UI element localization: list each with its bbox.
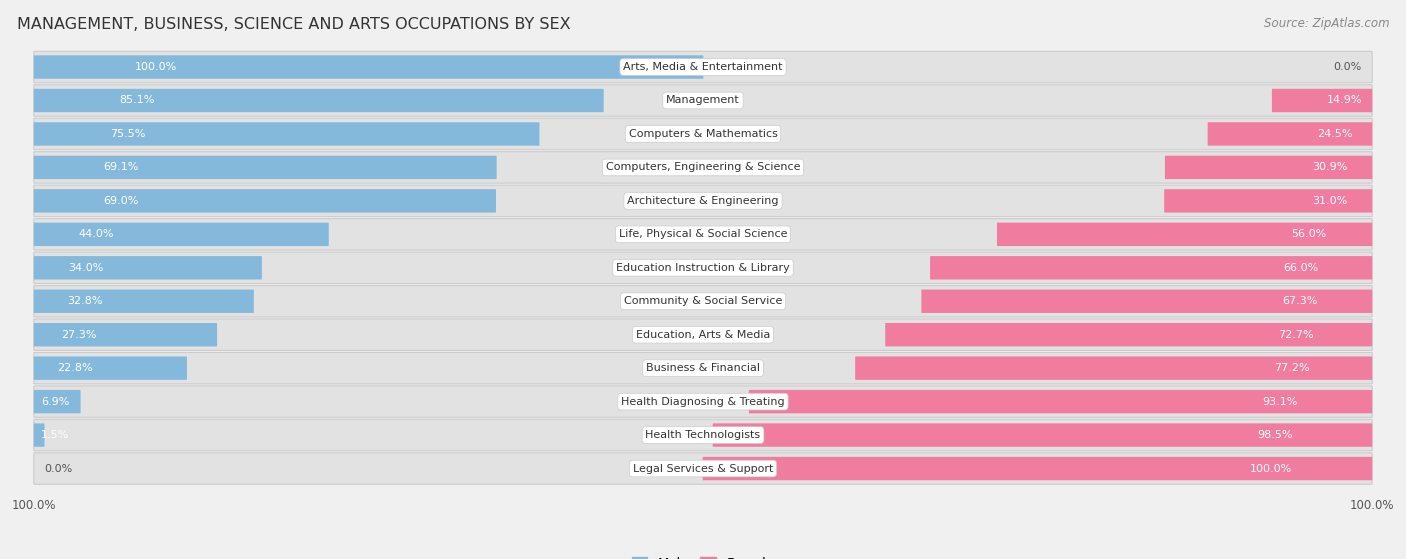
Text: Education, Arts & Media: Education, Arts & Media — [636, 330, 770, 340]
Text: 100.0%: 100.0% — [11, 499, 56, 511]
FancyBboxPatch shape — [34, 89, 603, 112]
Text: 56.0%: 56.0% — [1292, 229, 1327, 239]
FancyBboxPatch shape — [34, 290, 254, 313]
Text: Computers & Mathematics: Computers & Mathematics — [628, 129, 778, 139]
FancyBboxPatch shape — [34, 453, 1372, 484]
Text: 34.0%: 34.0% — [69, 263, 104, 273]
FancyBboxPatch shape — [34, 51, 1372, 83]
Text: 85.1%: 85.1% — [120, 96, 155, 106]
Text: 27.3%: 27.3% — [62, 330, 97, 340]
Text: 75.5%: 75.5% — [110, 129, 145, 139]
Text: Business & Financial: Business & Financial — [645, 363, 761, 373]
Text: 44.0%: 44.0% — [79, 229, 114, 239]
Text: 30.9%: 30.9% — [1312, 163, 1347, 172]
Text: Life, Physical & Social Science: Life, Physical & Social Science — [619, 229, 787, 239]
Text: MANAGEMENT, BUSINESS, SCIENCE AND ARTS OCCUPATIONS BY SEX: MANAGEMENT, BUSINESS, SCIENCE AND ARTS O… — [17, 17, 571, 32]
Text: 1.5%: 1.5% — [41, 430, 69, 440]
Text: 32.8%: 32.8% — [67, 296, 103, 306]
Text: 100.0%: 100.0% — [1250, 463, 1292, 473]
Text: 0.0%: 0.0% — [1333, 62, 1362, 72]
Text: Management: Management — [666, 96, 740, 106]
FancyBboxPatch shape — [34, 390, 80, 413]
Text: 100.0%: 100.0% — [1350, 499, 1395, 511]
FancyBboxPatch shape — [713, 423, 1372, 447]
Text: 6.9%: 6.9% — [41, 397, 69, 406]
FancyBboxPatch shape — [34, 357, 187, 380]
FancyBboxPatch shape — [34, 286, 1372, 317]
Text: 77.2%: 77.2% — [1274, 363, 1310, 373]
Legend: Male, Female: Male, Female — [626, 552, 780, 559]
FancyBboxPatch shape — [34, 386, 1372, 418]
FancyBboxPatch shape — [34, 122, 540, 146]
Text: Community & Social Service: Community & Social Service — [624, 296, 782, 306]
Text: 14.9%: 14.9% — [1326, 96, 1362, 106]
FancyBboxPatch shape — [34, 252, 1372, 283]
Text: 22.8%: 22.8% — [58, 363, 93, 373]
Text: Legal Services & Support: Legal Services & Support — [633, 463, 773, 473]
FancyBboxPatch shape — [703, 457, 1372, 480]
Text: 72.7%: 72.7% — [1278, 330, 1313, 340]
Text: 31.0%: 31.0% — [1312, 196, 1347, 206]
Text: 67.3%: 67.3% — [1282, 296, 1317, 306]
FancyBboxPatch shape — [34, 319, 1372, 350]
FancyBboxPatch shape — [34, 156, 496, 179]
FancyBboxPatch shape — [34, 119, 1372, 150]
Text: 24.5%: 24.5% — [1316, 129, 1353, 139]
Text: Architecture & Engineering: Architecture & Engineering — [627, 196, 779, 206]
FancyBboxPatch shape — [921, 290, 1372, 313]
FancyBboxPatch shape — [34, 423, 45, 447]
Text: Computers, Engineering & Science: Computers, Engineering & Science — [606, 163, 800, 172]
FancyBboxPatch shape — [34, 222, 329, 246]
FancyBboxPatch shape — [34, 219, 1372, 250]
Text: 0.0%: 0.0% — [44, 463, 73, 473]
Text: 66.0%: 66.0% — [1284, 263, 1319, 273]
Text: Health Diagnosing & Treating: Health Diagnosing & Treating — [621, 397, 785, 406]
FancyBboxPatch shape — [749, 390, 1372, 413]
FancyBboxPatch shape — [34, 55, 703, 79]
FancyBboxPatch shape — [1164, 189, 1372, 212]
FancyBboxPatch shape — [34, 323, 217, 347]
FancyBboxPatch shape — [855, 357, 1372, 380]
FancyBboxPatch shape — [886, 323, 1372, 347]
Text: 69.0%: 69.0% — [104, 196, 139, 206]
FancyBboxPatch shape — [34, 85, 1372, 116]
FancyBboxPatch shape — [34, 185, 1372, 216]
FancyBboxPatch shape — [997, 222, 1372, 246]
Text: Education Instruction & Library: Education Instruction & Library — [616, 263, 790, 273]
FancyBboxPatch shape — [34, 352, 1372, 384]
Text: 100.0%: 100.0% — [135, 62, 177, 72]
FancyBboxPatch shape — [34, 419, 1372, 451]
Text: 98.5%: 98.5% — [1257, 430, 1292, 440]
FancyBboxPatch shape — [1272, 89, 1372, 112]
FancyBboxPatch shape — [931, 256, 1372, 280]
Text: Source: ZipAtlas.com: Source: ZipAtlas.com — [1264, 17, 1389, 30]
FancyBboxPatch shape — [1164, 156, 1372, 179]
Text: Health Technologists: Health Technologists — [645, 430, 761, 440]
FancyBboxPatch shape — [34, 189, 496, 212]
Text: 69.1%: 69.1% — [104, 163, 139, 172]
Text: 93.1%: 93.1% — [1261, 397, 1298, 406]
FancyBboxPatch shape — [1208, 122, 1372, 146]
Text: Arts, Media & Entertainment: Arts, Media & Entertainment — [623, 62, 783, 72]
FancyBboxPatch shape — [34, 256, 262, 280]
FancyBboxPatch shape — [34, 151, 1372, 183]
